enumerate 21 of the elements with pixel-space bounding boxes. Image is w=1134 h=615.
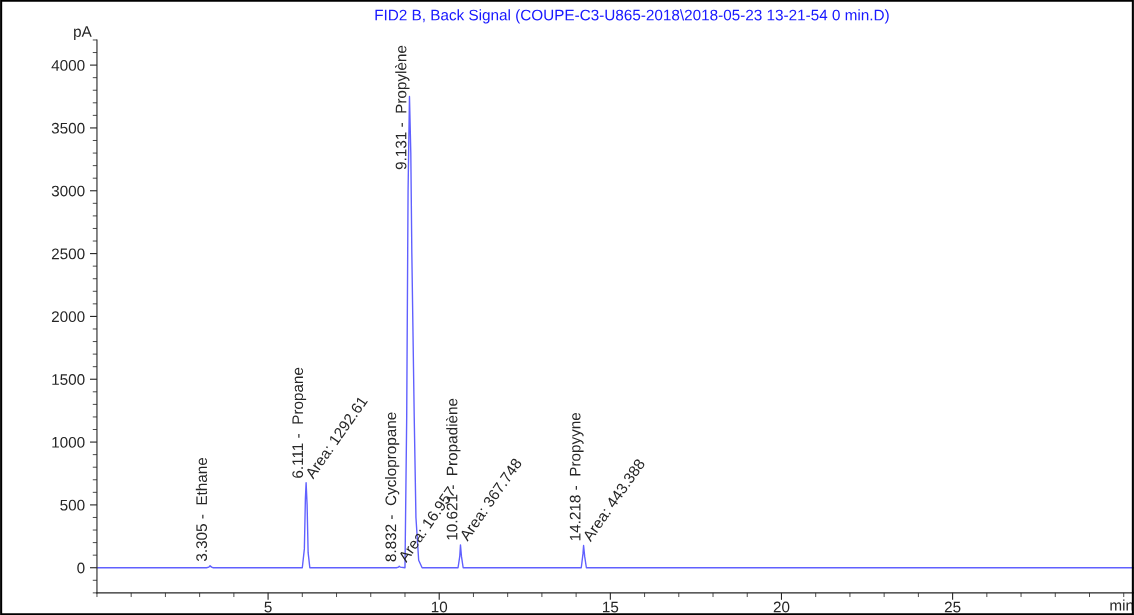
- annotation: 8.832 - Cyclopropane: [385, 412, 400, 562]
- y-tick-label: 3000: [51, 185, 85, 197]
- annotation: 6.111 - Propane: [292, 367, 307, 478]
- y-tick-label: 2000: [51, 311, 85, 323]
- y-tick-label: 2500: [51, 248, 85, 260]
- x-tick-label: 10: [431, 601, 448, 613]
- annotation: 3.305 - Ethane: [195, 457, 208, 562]
- y-tick-label: 3500: [51, 122, 85, 134]
- annotation: 9.131 - Propylène: [395, 45, 410, 170]
- y-tick-label: 1500: [52, 374, 85, 385]
- annotation: 14.218 - Propyyne: [569, 412, 584, 541]
- y-tick-label: 0: [77, 562, 85, 574]
- x-tick-label: 25: [944, 601, 961, 613]
- x-tick-label: 5: [264, 601, 272, 613]
- x-tick-label: 20: [773, 601, 790, 613]
- y-tick-label: 1000: [52, 436, 85, 448]
- y-tick-label: 500: [60, 499, 85, 511]
- y-axis-title: pA: [74, 26, 92, 40]
- y-tick-label: 4000: [51, 59, 85, 71]
- x-tick-label: 15: [603, 601, 619, 613]
- chart-title: FID2 B, Back Signal (COUPE-C3-U865-2018\2018-05-23 13-21-54 0 min.D): [375, 9, 889, 24]
